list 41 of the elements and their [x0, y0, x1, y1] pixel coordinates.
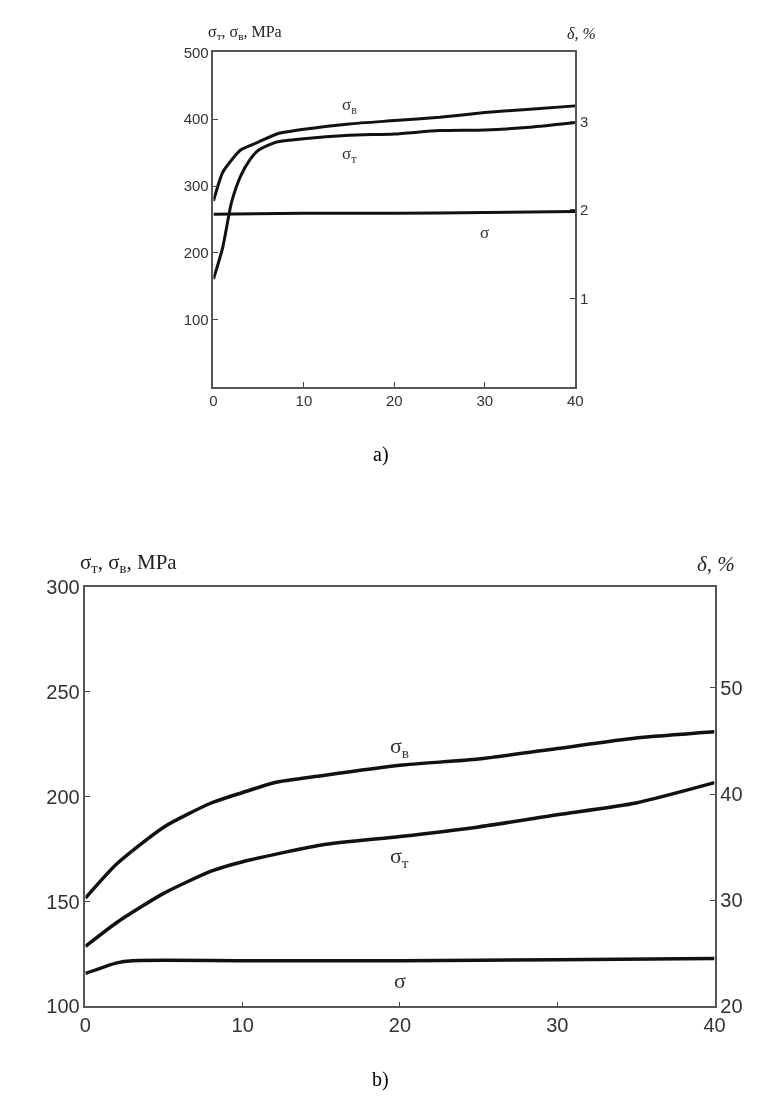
y-tick-label: 200: [46, 785, 80, 808]
series-label: σ: [394, 968, 406, 993]
y2-axis-title: δ, %: [567, 25, 596, 42]
series-label: σ: [480, 223, 490, 242]
line-series: [213, 121, 576, 281]
y2-tick-label: 3: [579, 112, 589, 130]
x-tick-label: 30: [546, 1014, 569, 1037]
y2-tick-label: 50: [720, 676, 743, 699]
x-tick-label: 0: [79, 1014, 91, 1037]
series-label: σ$_{в}$: [390, 733, 410, 761]
y-tick-label: 400: [183, 110, 209, 128]
y-axis-title: σ$_{т}$, σ$_{в}$, MPa: [208, 23, 282, 43]
series-label: σ$_{в}$: [342, 95, 358, 117]
x-tick-label: 10: [231, 1014, 254, 1037]
y-tick-label: 200: [183, 244, 209, 262]
y2-tick-label: 2: [579, 201, 589, 219]
y-tick-label: 150: [46, 890, 80, 913]
y2-tick-label: 30: [720, 889, 743, 912]
x-tick-label: 10: [295, 392, 313, 410]
y-tick-label: 500: [183, 43, 209, 61]
y-tick-label: 100: [183, 311, 209, 329]
x-tick-label: 20: [388, 1014, 412, 1037]
text: a): [373, 443, 389, 466]
y2-axis-title: δ, %: [697, 552, 735, 576]
x-tick-label: 30: [476, 392, 494, 410]
y-axis-title: σ$_{т}$, σ$_{в}$, MPa: [80, 550, 178, 577]
y-tick-label: 100: [46, 995, 80, 1018]
line-series: [85, 956, 715, 976]
line-series: [85, 729, 715, 900]
y-tick-label: 300: [183, 177, 209, 195]
text: b): [372, 1068, 389, 1091]
y-tick-label: 250: [46, 680, 80, 703]
series-label: σ$_{т}$: [390, 843, 409, 871]
y2-tick-label: 1: [579, 289, 589, 307]
y2-tick-label: 40: [720, 783, 743, 806]
x-tick-label: 20: [386, 392, 403, 410]
x-tick-label: 0: [209, 392, 218, 410]
y-tick-label: 300: [46, 576, 80, 599]
x-tick-label: 40: [566, 392, 584, 410]
series-label: σ$_{т}$: [342, 144, 358, 166]
line-series: [85, 780, 715, 949]
